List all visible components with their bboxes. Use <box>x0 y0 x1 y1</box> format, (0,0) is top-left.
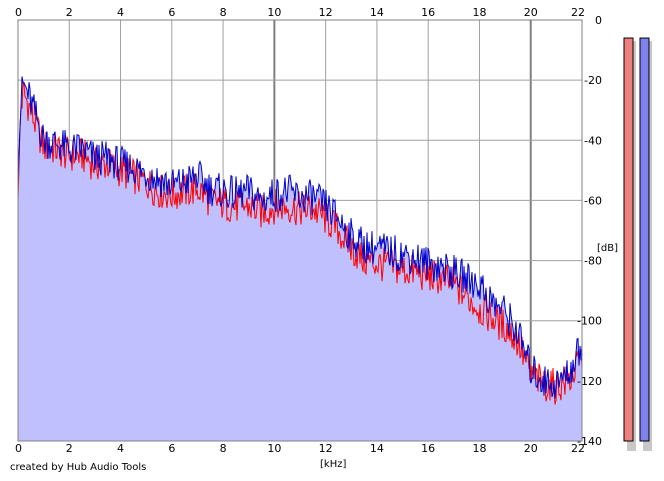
x-tick-bottom-4: 8 <box>220 442 227 455</box>
y-tick-1: -20 <box>584 74 602 87</box>
level-meter-bar-0 <box>623 37 634 442</box>
plot-border <box>17 19 583 442</box>
x-tick-bottom-8: 16 <box>421 442 435 455</box>
x-tick-bottom-10: 20 <box>524 442 538 455</box>
y-tick-2: -40 <box>584 134 602 147</box>
x-tick-top-8: 16 <box>421 6 435 19</box>
y-tick-0: 0 <box>595 14 602 27</box>
y-tick-5: -100 <box>577 315 602 328</box>
x-tick-top-2: 4 <box>117 6 124 19</box>
x-tick-bottom-6: 12 <box>319 442 333 455</box>
x-tick-top-5: 10 <box>267 6 281 19</box>
spectrum-fill-area <box>18 76 582 441</box>
y-tick-labels: 0 -20 -40 -60 -80 -100 -120 -140 <box>577 14 602 448</box>
x-tick-top-1: 2 <box>66 6 73 19</box>
level-meter-bar-1 <box>639 37 650 442</box>
x-tick-top-6: 12 <box>319 6 333 19</box>
x-tick-top-7: 14 <box>370 6 384 19</box>
x-tick-top-4: 8 <box>220 6 227 19</box>
x-tick-bottom-2: 4 <box>117 442 124 455</box>
x-tick-bottom-7: 14 <box>370 442 384 455</box>
y-tick-4: -80 <box>584 255 602 268</box>
y-tick-3: -60 <box>584 194 602 207</box>
x-tick-top-9: 18 <box>472 6 486 19</box>
x-tick-top-11: 22 <box>571 6 585 19</box>
y-tick-6: -120 <box>577 375 602 388</box>
spectrum-line-right <box>17 76 583 399</box>
x-tick-bottom-11: 22 <box>571 442 585 455</box>
x-tick-top-10: 20 <box>524 6 538 19</box>
x-tick-bottom-9: 18 <box>472 442 486 455</box>
x-tick-bottom-5: 10 <box>267 442 281 455</box>
y-tick-7: -140 <box>577 435 602 448</box>
x-tick-top-0: 0 <box>15 6 22 19</box>
x-tick-bottom-3: 6 <box>168 442 175 455</box>
level-meters <box>623 37 652 452</box>
x-tick-top-3: 6 <box>168 6 175 19</box>
x-tick-bottom-1: 2 <box>66 442 73 455</box>
x-tick-bottom-0: 0 <box>15 442 22 455</box>
x-axis-label: [kHz] <box>320 459 346 470</box>
credit-text: created by Hub Audio Tools <box>10 462 147 473</box>
y-axis-label: [dB] <box>597 243 618 254</box>
